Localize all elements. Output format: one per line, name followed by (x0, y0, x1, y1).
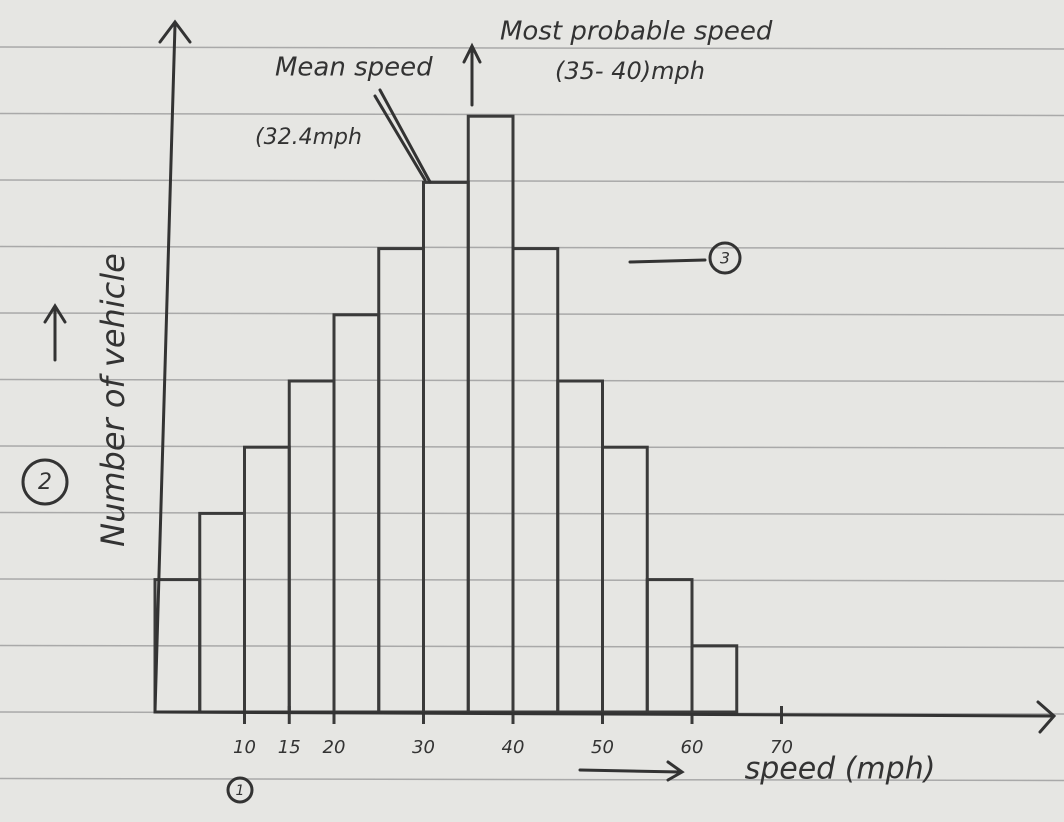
x-tick-label: 40 (502, 737, 525, 758)
annotation: Mean speed (275, 53, 433, 83)
x-label-arrow (580, 770, 680, 772)
x-tick-label: 20 (323, 737, 346, 758)
x-axis-label: speed (mph) (745, 752, 936, 787)
x-tick-label: 10 (233, 737, 256, 758)
annotation: 2 (38, 470, 52, 495)
page: 1015203040506070 Most probable speed (35… (0, 0, 1064, 822)
x-tick-label: 60 (681, 737, 704, 758)
paper (0, 0, 1064, 822)
annotation: (35- 40)mph (555, 57, 705, 85)
annotation: 3 (720, 249, 730, 268)
pointer-line (630, 260, 705, 262)
x-tick-label: 15 (278, 737, 301, 758)
chart: 1015203040506070 Most probable speed (35… (0, 0, 1064, 822)
x-tick-label: 50 (591, 737, 614, 758)
annotation: Most probable speed (500, 17, 773, 47)
annotation: 1 (236, 783, 245, 799)
y-axis-label: Number of vehicle (94, 253, 132, 547)
annotation: (32.4mph (255, 125, 362, 150)
x-tick-label: 30 (412, 737, 435, 758)
